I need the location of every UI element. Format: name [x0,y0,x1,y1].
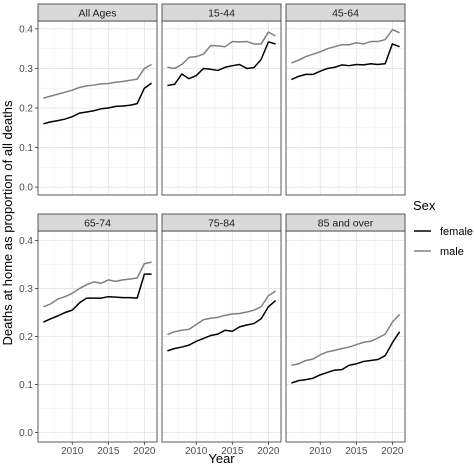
series-line-female [43,273,152,323]
series-line-male [43,63,152,99]
y-tick-label: 0.0 [19,428,33,439]
facet-strip-label: 85 and over [318,217,374,229]
series-line-female [167,299,277,352]
panel: All Ages [37,3,158,196]
facet-strip [285,213,406,232]
panels-layer: All Ages 15-44 45-64 65-74 75-84 85 and over [37,3,406,443]
facet-strip [37,3,158,22]
panel: 15-44 [161,3,282,196]
x-tick-label: 2015 [345,446,368,457]
x-tick-label: 2020 [133,446,156,457]
series-line-female [167,41,276,87]
legend-label-female: female [440,226,473,238]
panel: 45-64 [285,3,406,196]
x-axis-title: Year [208,451,235,466]
series-line-male [43,261,152,308]
y-axis-title: Deaths at home as proportion of all deat… [0,100,15,345]
y-tick-label: 0.1 [19,143,33,154]
y-tick-label: 0.2 [19,104,33,115]
x-tick-label: 2020 [257,446,280,457]
panel: 75-84 [161,213,282,443]
y-tick-label: 0.4 [19,236,33,247]
panel: 85 and over [285,213,406,443]
facet-strip [285,3,406,22]
y-tick-label: 0.0 [19,183,33,194]
legend-entries: female male [414,226,473,258]
y-tick-label: 0.4 [19,24,33,35]
y-tick-label: 0.3 [19,284,33,295]
series-line-male [167,290,277,336]
y-tick-label: 0.2 [19,332,33,343]
facet-strip-label: 15-44 [208,7,235,19]
series-line-male [291,313,401,367]
x-tick-label: 2020 [381,446,404,457]
facet-strip-label: 65-74 [84,217,111,229]
facet-strip [37,213,158,232]
x-tick-label: 2010 [61,446,84,457]
facet-strip [161,3,282,22]
x-tick-label: 2015 [221,446,244,457]
panel: 65-74 [37,213,158,443]
legend-title: Sex [413,198,436,213]
facet-strip-label: 75-84 [208,217,235,229]
series-line-male [167,31,276,70]
x-tick-label: 2010 [309,446,332,457]
facet-strip [161,213,282,232]
series-line-female [43,82,153,125]
legend-label-male: male [440,246,464,258]
legend: Sex female male [413,198,473,258]
x-tick-label: 2010 [185,446,208,457]
axis-tick-layer: 0.0 0.1 0.2 0.3 0.4 0.0 0.1 0.2 0.3 0.4 2010 2015 20… [19,24,404,457]
y-tick-label: 0.1 [19,380,33,391]
y-tick-label: 0.3 [19,64,33,75]
series-line-male [291,28,400,64]
series-line-female [291,331,401,384]
series-line-female [291,43,400,81]
facet-strip-label: All Ages [79,7,117,19]
facet-strip-label: 45-64 [332,7,359,19]
x-tick-label: 2015 [97,446,120,457]
